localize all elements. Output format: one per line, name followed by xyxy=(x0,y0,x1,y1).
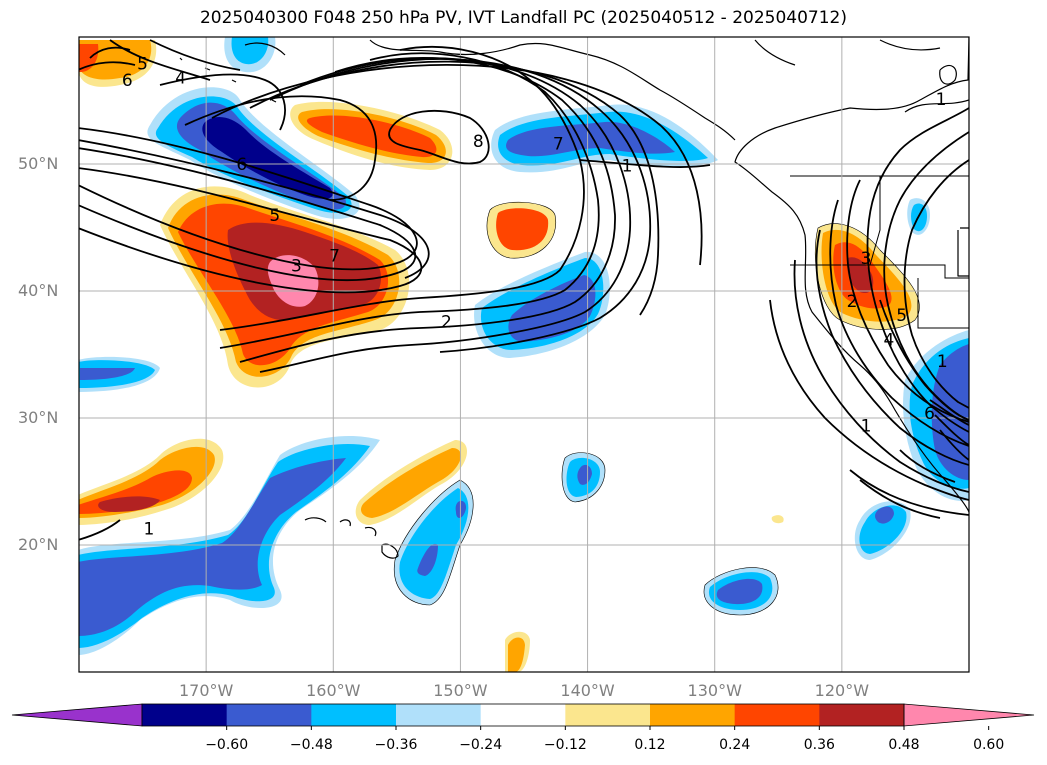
lon-tick-label: 120°W xyxy=(814,681,870,700)
colorbar-segment xyxy=(734,704,820,726)
contour-label: 7 xyxy=(553,135,564,155)
colorbar-tick-label: −0.24 xyxy=(459,737,503,753)
contour-label: 6 xyxy=(236,155,247,175)
contour-label: 3 xyxy=(861,249,872,269)
contour-label: 4 xyxy=(883,330,894,350)
colorbar-segment xyxy=(396,704,482,726)
contour-lines xyxy=(79,39,969,541)
colorbar-tick-label: −0.48 xyxy=(289,737,333,753)
coastlines xyxy=(179,37,969,559)
contour-label: 4 xyxy=(175,69,186,89)
shading-positive-pink xyxy=(267,255,319,307)
lon-tick-label: 170°W xyxy=(178,681,234,700)
shading-negative-strong xyxy=(79,102,969,636)
colorbar-segment xyxy=(480,704,566,726)
colorbar-segment xyxy=(226,704,312,726)
colorbar-segment xyxy=(650,704,736,726)
colorbar-tick-label: −0.12 xyxy=(543,737,587,753)
contour-label: 6 xyxy=(122,71,133,91)
colorbar-tick-label: 0.60 xyxy=(973,737,1005,753)
colorbar-tick-label: −0.60 xyxy=(205,737,249,753)
colorbar-outline xyxy=(141,703,905,727)
colorbar-tick-label: −0.36 xyxy=(374,737,418,753)
lon-tick-label: 130°W xyxy=(687,681,742,700)
lat-tick-label: 40°N xyxy=(18,281,59,300)
map-frame xyxy=(78,36,970,673)
lat-tick-label: 50°N xyxy=(18,154,59,173)
contour-label: 6 xyxy=(924,404,935,424)
colorbar-tick-label: 0.36 xyxy=(803,737,835,753)
colorbar-extend-min xyxy=(11,703,143,727)
contour-label: 2 xyxy=(847,292,858,312)
colorbar-segment xyxy=(819,704,905,726)
contour-label: 5 xyxy=(137,55,148,75)
contour-label: 1 xyxy=(622,156,633,176)
contour-label: 1 xyxy=(937,352,948,372)
lon-tick-label: 160°W xyxy=(306,681,361,700)
colorbar-segment xyxy=(311,704,397,726)
lon-tick-label: 140°W xyxy=(560,681,615,700)
map-title: 2025040300 F048 250 hPa PV, IVT Landfall… xyxy=(199,8,847,28)
colorbar-segment xyxy=(565,704,651,726)
contour-label: 1 xyxy=(936,90,947,110)
colorbar-tick-label: 0.48 xyxy=(888,737,920,753)
shading-negative-darkest xyxy=(202,117,333,199)
lon-tick-label: 150°W xyxy=(433,681,488,700)
colorbar-extend-max xyxy=(903,703,1035,727)
lat-tick-label: 20°N xyxy=(18,535,59,554)
contour-label: 5 xyxy=(269,206,280,226)
contour-label: 3 xyxy=(291,257,302,277)
contour-label: 1 xyxy=(861,417,872,437)
colorbar-segment xyxy=(142,704,228,726)
contour-label: 1 xyxy=(144,519,155,539)
colorbar-tick-label: 0.24 xyxy=(719,737,751,753)
colorbar xyxy=(11,703,1035,730)
contour-label: 2 xyxy=(441,312,452,332)
colorbar-tick-label: 0.12 xyxy=(634,737,666,753)
contour-label: 7 xyxy=(329,246,340,266)
contour-label: 8 xyxy=(473,132,484,152)
lat-tick-label: 30°N xyxy=(18,408,59,427)
contour-label: 5 xyxy=(896,306,907,326)
gridlines xyxy=(79,37,969,672)
